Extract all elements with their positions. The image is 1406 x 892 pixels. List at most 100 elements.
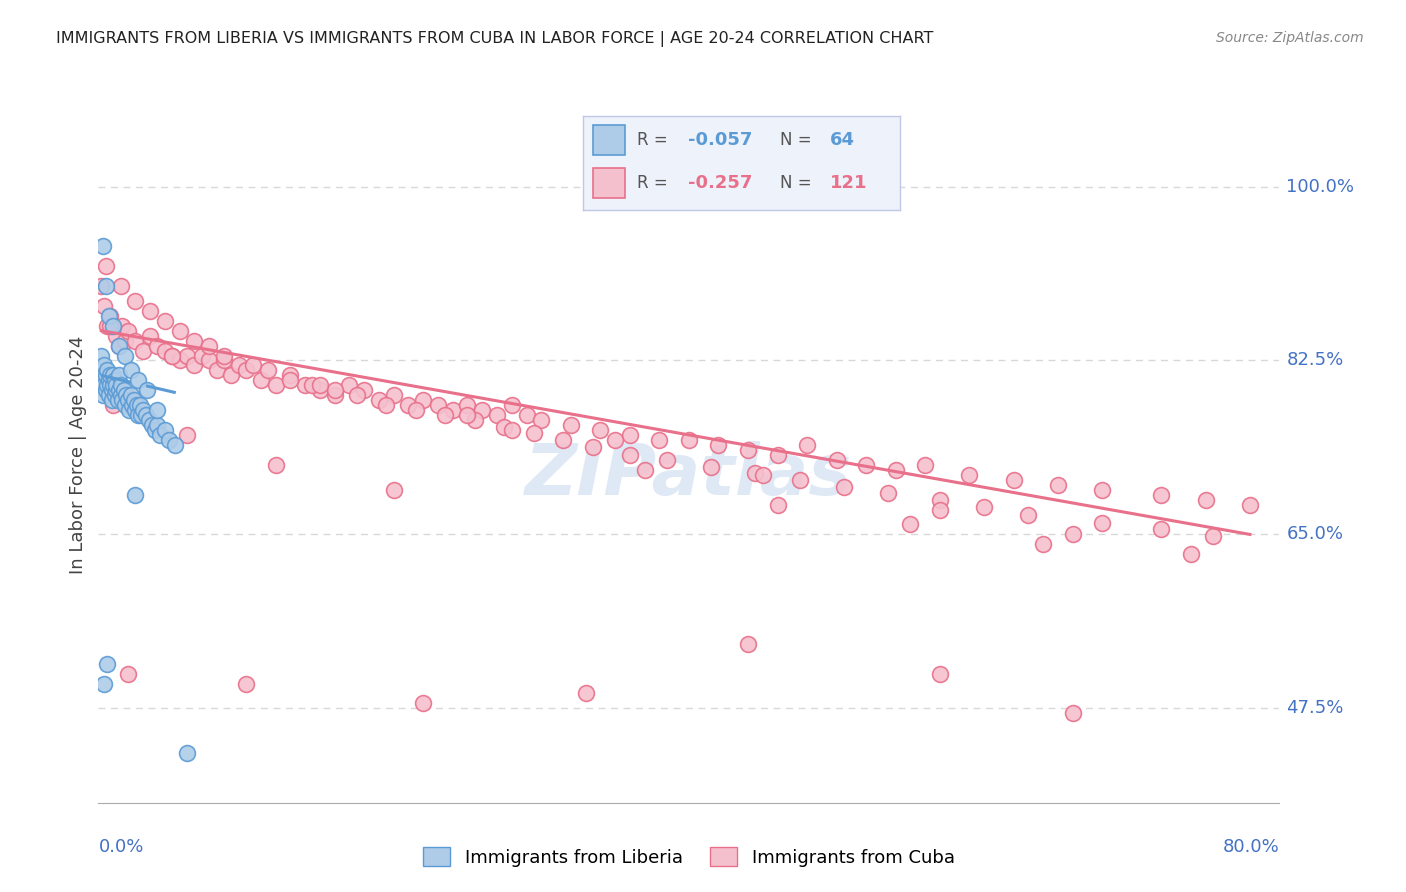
Text: 82.5%: 82.5%	[1286, 351, 1344, 369]
Point	[337, 378, 360, 392]
Point	[427, 398, 450, 412]
Point	[146, 338, 169, 352]
Text: 80.0%: 80.0%	[1223, 838, 1279, 856]
Point	[96, 378, 118, 392]
Point	[278, 373, 302, 387]
Point	[93, 378, 115, 392]
Point	[375, 398, 398, 412]
Text: IMMIGRANTS FROM LIBERIA VS IMMIGRANTS FROM CUBA IN LABOR FORCE | AGE 20-24 CORRE: IMMIGRANTS FROM LIBERIA VS IMMIGRANTS FR…	[56, 31, 934, 47]
Text: Source: ZipAtlas.com: Source: ZipAtlas.com	[1216, 31, 1364, 45]
Point	[619, 448, 641, 462]
Point	[183, 334, 205, 348]
Point	[494, 420, 516, 434]
Point	[737, 637, 759, 651]
Point	[501, 398, 523, 412]
Point	[110, 388, 132, 402]
Point	[205, 363, 228, 377]
Point	[212, 349, 235, 363]
Point	[93, 676, 115, 690]
Point	[127, 373, 149, 387]
Point	[264, 458, 287, 472]
Point	[219, 368, 242, 383]
Point	[242, 359, 264, 373]
Point	[501, 423, 523, 437]
Point	[751, 467, 773, 482]
Point	[1150, 488, 1173, 502]
Point	[103, 318, 125, 333]
Legend: Immigrants from Liberia, Immigrants from Cuba: Immigrants from Liberia, Immigrants from…	[416, 840, 962, 874]
Point	[574, 686, 596, 700]
Point	[405, 403, 427, 417]
Point	[114, 398, 136, 412]
Point	[884, 463, 907, 477]
Point	[434, 408, 457, 422]
Point	[162, 349, 183, 363]
Point	[471, 403, 494, 417]
Point	[655, 453, 678, 467]
Text: ZIPatlas: ZIPatlas	[526, 442, 852, 510]
Point	[139, 303, 162, 318]
Point	[91, 388, 114, 402]
Point	[108, 368, 131, 383]
Text: 65.0%: 65.0%	[1286, 525, 1344, 543]
Point	[107, 393, 129, 408]
Point	[91, 239, 114, 253]
Y-axis label: In Labor Force | Age 20-24: In Labor Force | Age 20-24	[69, 335, 87, 574]
Point	[257, 363, 280, 377]
Point	[153, 314, 176, 328]
Point	[117, 666, 139, 681]
Text: 64: 64	[830, 131, 855, 149]
Point	[198, 353, 221, 368]
Point	[90, 349, 112, 363]
Point	[149, 428, 172, 442]
Point	[456, 408, 478, 422]
Point	[136, 384, 159, 398]
Point	[523, 425, 546, 440]
Point	[129, 408, 152, 422]
Point	[198, 338, 221, 352]
Point	[132, 403, 155, 417]
Point	[278, 368, 302, 383]
Text: R =: R =	[637, 175, 673, 193]
Point	[91, 368, 114, 383]
Point	[530, 413, 553, 427]
Point	[1032, 537, 1054, 551]
Point	[176, 428, 198, 442]
Point	[100, 384, 122, 398]
Point	[212, 353, 235, 368]
Point	[678, 433, 700, 447]
Point	[96, 363, 118, 377]
Point	[700, 459, 723, 474]
Point	[353, 384, 375, 398]
Point	[114, 349, 136, 363]
Point	[132, 343, 155, 358]
Point	[97, 309, 120, 323]
Point	[191, 349, 214, 363]
Point	[515, 408, 537, 422]
Point	[153, 423, 176, 437]
Point	[118, 403, 141, 417]
Point	[744, 466, 766, 480]
Point	[1180, 547, 1202, 561]
Point	[605, 433, 627, 447]
Point	[382, 388, 405, 402]
Point	[94, 368, 117, 383]
Point	[183, 359, 205, 373]
Point	[346, 388, 368, 402]
Point	[93, 299, 115, 313]
Point	[368, 393, 391, 408]
Point	[250, 373, 273, 387]
Point	[120, 363, 142, 377]
Point	[103, 318, 125, 333]
Point	[1017, 508, 1039, 522]
Text: 121: 121	[830, 175, 868, 193]
Point	[98, 318, 121, 333]
Point	[486, 408, 509, 422]
Point	[1002, 473, 1025, 487]
Point	[914, 458, 936, 472]
Point	[157, 433, 180, 447]
Point	[110, 378, 132, 392]
Point	[124, 403, 146, 417]
Point	[900, 517, 922, 532]
Point	[959, 467, 981, 482]
